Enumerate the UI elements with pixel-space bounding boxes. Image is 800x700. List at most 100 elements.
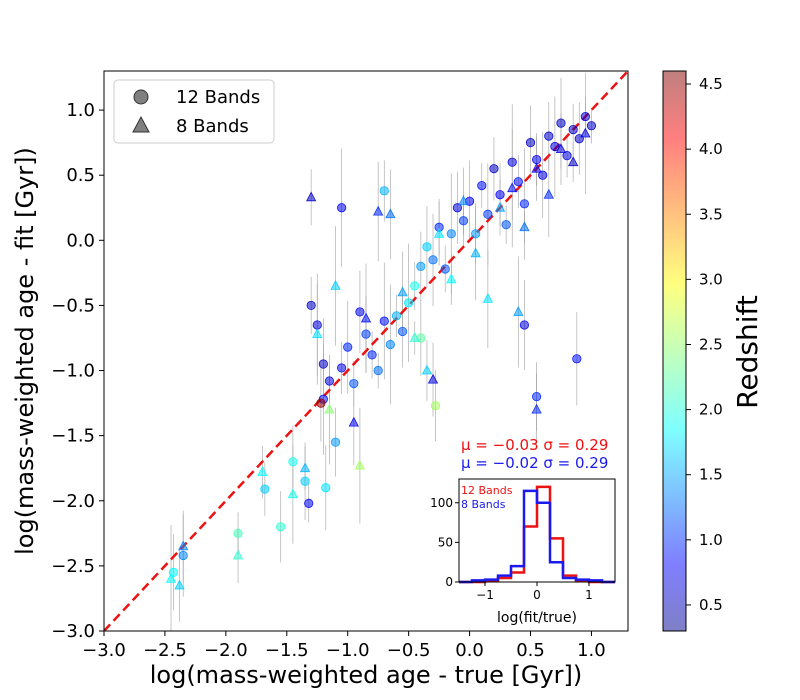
colorbar-tick-label: 3.5 [699, 205, 723, 223]
point-8-bands [567, 156, 579, 167]
point-12-bands [501, 220, 511, 230]
point-8-bands [513, 306, 524, 316]
point-12-bands [260, 484, 270, 494]
point-12-bands [532, 391, 542, 402]
point-12-bands [316, 398, 326, 408]
point-12-bands [410, 281, 420, 291]
legend-box [113, 79, 275, 144]
point-12-bands [538, 170, 548, 180]
one-to-one-reference-line [104, 71, 628, 631]
colorbar-gradient [663, 71, 686, 631]
point-12-bands [379, 316, 389, 326]
point-12-bands [452, 203, 462, 213]
stats-12-bands: μ = −0.03 σ = 0.29 [461, 436, 608, 454]
inset-x-tick-label: 1 [585, 588, 593, 602]
x-axis-label: log(mass-weighted age - true [Gyr]) [150, 661, 583, 689]
x-tick-label: −1.5 [265, 640, 309, 661]
y-tick-label: −0.5 [51, 295, 95, 316]
point-12-bands [312, 320, 322, 330]
y-tick-label: −3.0 [51, 621, 95, 642]
point-12-bands [477, 181, 487, 191]
point-12-bands [428, 255, 438, 265]
y-tick-label: −1.5 [51, 426, 95, 447]
colorbar-tick-label: 4.0 [699, 140, 723, 158]
point-12-bands [495, 190, 505, 200]
point-12-bands [532, 154, 542, 165]
inset-histogram: −1 0 1 0 50 100 12 Bands 8 Bands log(fit/true… [430, 478, 616, 626]
y-tick-label: −1.0 [51, 361, 95, 382]
point-8-bands [354, 459, 366, 470]
point-12-bands [324, 376, 335, 386]
colorbar-label: Redshift [731, 295, 764, 409]
point-12-bands [519, 199, 530, 209]
point-12-bands [361, 329, 371, 339]
point-8-bands [287, 488, 299, 499]
x-tick-label: 1.0 [577, 640, 606, 661]
point-12-bands [397, 326, 408, 337]
point-12-bands [318, 359, 328, 369]
point-8-bands [373, 205, 384, 216]
point-12-bands [430, 401, 441, 411]
point-8-bands [178, 540, 189, 551]
point-8-bands [397, 286, 408, 297]
inset-y-tick-label: 0 [445, 575, 453, 589]
point-8-bands [312, 328, 323, 338]
point-12-bands [489, 164, 499, 174]
point-8-bands [360, 312, 372, 323]
x-tick-label: −1.0 [326, 640, 370, 661]
point-8-bands [482, 293, 494, 303]
inset-legend-12-bands: 12 Bands [461, 484, 513, 497]
point-8-bands [470, 247, 481, 258]
plot-frame [103, 70, 629, 632]
point-8-bands [232, 549, 244, 560]
point-12-bands [519, 320, 530, 330]
point-12-bands [355, 307, 365, 317]
point-12-bands [586, 121, 597, 131]
x-tick-label: 0.0 [455, 640, 484, 661]
point-12-bands [458, 216, 469, 226]
point-8-bands [348, 416, 359, 427]
colorbar-tick-label: 0.5 [699, 596, 723, 614]
colorbar-tick-label: 4.5 [699, 75, 723, 93]
inset-x-tick-label: 0 [533, 588, 541, 602]
inset-y-tick-label: 100 [430, 496, 453, 510]
point-12-bands [233, 528, 243, 538]
point-12-bands [422, 242, 432, 252]
point-12-bands [525, 138, 536, 148]
point-12-bands [471, 229, 481, 239]
colorbar-tick-label: 2.0 [699, 401, 723, 419]
y-tick-label: 0.5 [66, 165, 95, 186]
point-12-bands [321, 483, 331, 493]
point-12-bands [483, 209, 493, 219]
point-12-bands [513, 177, 523, 187]
point-8-bands [580, 127, 591, 138]
point-8-bands [531, 403, 542, 414]
x-tick-label: 0.5 [516, 640, 545, 661]
point-12-bands [416, 261, 426, 271]
point-8-bands [421, 364, 433, 375]
point-8-bands [409, 332, 420, 342]
colorbar-tick-label: 1.0 [699, 531, 723, 549]
point-12-bands [306, 300, 316, 311]
point-12-bands [373, 365, 383, 376]
point-12-bands [572, 354, 582, 364]
y-tick-label: 0.0 [66, 230, 95, 251]
x-tick-label: −2.5 [143, 640, 187, 661]
point-12-bands [556, 118, 566, 128]
point-8-bands [257, 466, 268, 477]
point-8-bands [458, 195, 469, 206]
point-12-bands [367, 350, 377, 360]
x-axis-ticks: −3.0 −2.5 −2.0 −1.5 −1.0 −0.5 0.0 0.5 1.0 [82, 631, 606, 661]
scatter-plot: −3.0 −2.5 −2.0 −1.5 −1.0 −0.5 0.0 0.5 1.0 −3.0 −2… [11, 70, 629, 689]
point-12-bands [300, 476, 310, 486]
point-12-bands [385, 339, 395, 350]
point-12-bands [178, 550, 188, 561]
point-12-bands [330, 437, 341, 447]
point-12-bands [440, 264, 450, 274]
legend-label-8-bands: 8 Bands [176, 116, 249, 137]
point-12-bands [550, 141, 560, 152]
point-8-bands [299, 462, 311, 473]
point-8-bands [330, 280, 341, 290]
point-8-bands [446, 273, 457, 284]
point-8-bands [507, 182, 518, 193]
